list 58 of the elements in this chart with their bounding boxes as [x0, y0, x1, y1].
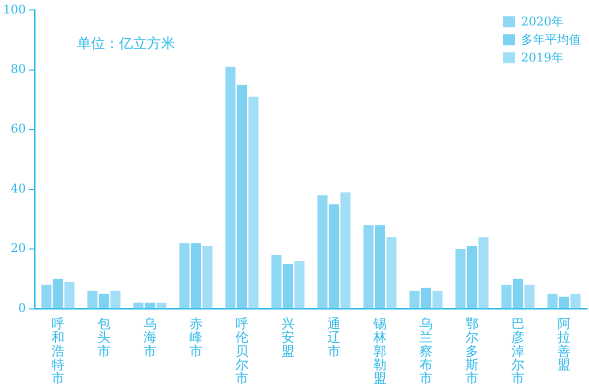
bar — [512, 278, 524, 308]
bar — [466, 246, 478, 308]
y-tick-label: 100 — [3, 2, 26, 16]
x-tick-label: 阿拉善盟 — [557, 316, 570, 373]
x-tick-label: 鄂尔多斯市 — [465, 316, 478, 387]
annotation: 单位：亿立方米 — [76, 36, 175, 52]
bar — [558, 296, 570, 308]
bar — [328, 204, 340, 308]
y-tick-label: 0 — [18, 300, 26, 315]
legend-label: 2020年 — [521, 14, 564, 28]
y-tick-label: 80 — [10, 62, 26, 76]
bar — [271, 255, 282, 308]
y-tick-label: 20 — [10, 241, 26, 256]
x-tick-label: 赤峰市 — [189, 316, 202, 360]
bar — [409, 290, 420, 308]
bar — [294, 260, 305, 308]
bar — [317, 195, 328, 308]
y-tick-label: 40 — [10, 181, 26, 196]
bar — [363, 225, 374, 308]
bar — [478, 237, 489, 308]
legend-label: 2019年 — [521, 50, 564, 64]
bar — [225, 66, 236, 308]
x-tick-label: 巴彦淖尔市 — [511, 316, 524, 387]
bar — [432, 290, 443, 308]
x-tick-label: 乌兰察布市 — [419, 316, 432, 387]
bar — [501, 284, 512, 308]
bar — [144, 302, 155, 308]
bar — [386, 237, 397, 308]
x-tick-label: 呼伦贝尔市 — [235, 316, 248, 387]
bar — [202, 246, 212, 308]
bar — [179, 243, 190, 308]
legend-label: 多年平均值 — [521, 32, 581, 46]
bar — [248, 96, 259, 308]
bar — [282, 264, 294, 308]
x-tick-label: 锡林郭勒盟 — [372, 316, 386, 387]
bar — [156, 302, 166, 308]
bar — [110, 290, 120, 308]
bar — [133, 302, 144, 308]
bar — [420, 288, 432, 308]
bar — [64, 282, 74, 308]
x-tick-label: 包头市 — [97, 316, 110, 360]
x-tick-label: 呼和浩特市 — [51, 316, 64, 387]
bar — [52, 278, 63, 308]
bar — [98, 294, 109, 308]
x-tick-label: 乌海市 — [143, 316, 156, 360]
bar — [570, 294, 581, 308]
bar — [190, 243, 201, 308]
bar — [455, 249, 466, 308]
bar — [236, 84, 247, 308]
bar — [547, 294, 558, 308]
bar — [524, 284, 535, 308]
bar — [340, 192, 351, 308]
x-tick-label: 通辽市 — [327, 316, 340, 360]
bar — [374, 225, 386, 308]
bar — [41, 284, 52, 308]
x-tick-label: 兴安盟 — [281, 316, 294, 360]
y-tick-label: 60 — [10, 122, 26, 136]
bar — [87, 290, 98, 308]
